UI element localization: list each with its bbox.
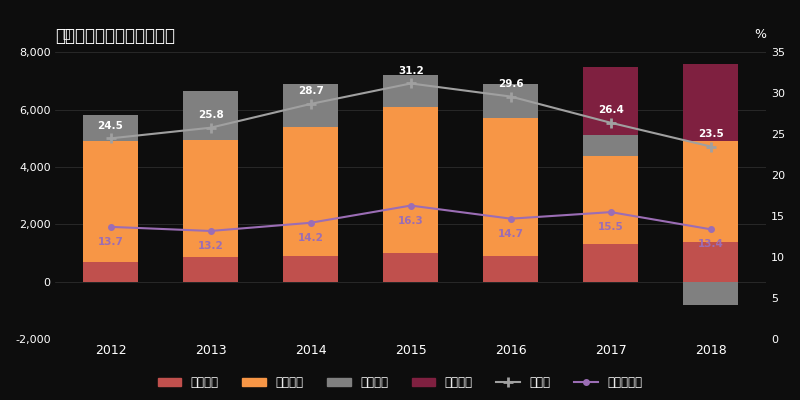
Bar <box>683 242 738 282</box>
Bar <box>483 118 538 256</box>
Text: 13.4: 13.4 <box>698 239 724 249</box>
Bar <box>683 141 738 242</box>
Text: 13.2: 13.2 <box>198 241 223 251</box>
Bar <box>383 75 438 107</box>
Text: 29.6: 29.6 <box>498 79 524 89</box>
Text: 23.5: 23.5 <box>698 129 724 139</box>
Text: 13.7: 13.7 <box>98 237 123 247</box>
Text: 28.7: 28.7 <box>298 86 324 96</box>
Bar <box>383 253 438 282</box>
Bar <box>683 282 738 305</box>
Text: 15.5: 15.5 <box>598 222 624 232</box>
Text: %: % <box>754 28 766 41</box>
Bar <box>483 256 538 282</box>
Text: 26.4: 26.4 <box>598 105 624 115</box>
Text: 历年期间费用及毛利率变化: 历年期间费用及毛利率变化 <box>55 27 175 45</box>
Bar <box>83 141 138 262</box>
Legend: 销售费用, 管理费用, 财务费用, 研发费用, 毛利率, 期间费用率: 销售费用, 管理费用, 财务费用, 研发费用, 毛利率, 期间费用率 <box>153 372 647 394</box>
Bar <box>183 140 238 257</box>
Bar <box>683 64 738 141</box>
Bar <box>383 107 438 253</box>
Bar <box>583 156 638 244</box>
Text: 14.7: 14.7 <box>498 229 524 239</box>
Bar <box>183 91 238 140</box>
Bar <box>283 84 338 127</box>
Bar <box>83 262 138 282</box>
Text: 24.5: 24.5 <box>98 121 123 131</box>
Bar <box>283 127 338 256</box>
Text: 16.3: 16.3 <box>398 216 424 226</box>
Bar <box>583 136 638 156</box>
Text: 31.2: 31.2 <box>398 66 424 76</box>
Bar <box>483 84 538 118</box>
Bar <box>283 256 338 282</box>
Text: 万: 万 <box>62 28 70 41</box>
Bar <box>583 67 638 136</box>
Text: 14.2: 14.2 <box>298 233 324 243</box>
Text: 25.8: 25.8 <box>198 110 223 120</box>
Bar <box>183 257 238 282</box>
Bar <box>83 116 138 141</box>
Bar <box>583 244 638 282</box>
